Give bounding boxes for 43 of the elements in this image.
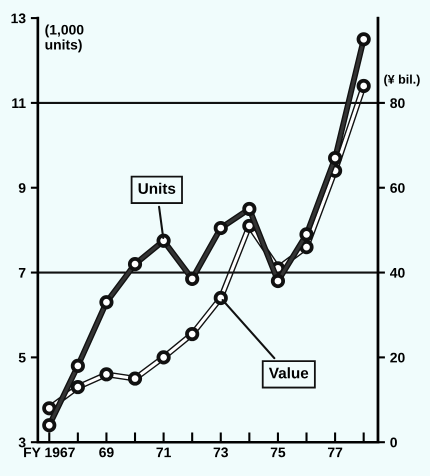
y2-axis-title: (¥ bil.) <box>384 74 420 86</box>
y2-tick-label: 80 <box>390 98 405 108</box>
text: Value <box>268 367 308 378</box>
x-tick-label: 75 <box>270 448 286 458</box>
x-tick-label: 73 <box>214 447 228 458</box>
point <box>299 240 314 254</box>
point <box>70 358 85 373</box>
point <box>356 32 371 46</box>
point <box>128 256 142 272</box>
point <box>356 78 371 94</box>
point <box>156 350 171 364</box>
x-tick-label: 77 <box>328 448 342 458</box>
y-axis-title: (1,000 units) <box>45 24 84 52</box>
point <box>156 234 171 248</box>
y-tick-label: 5 <box>18 352 26 363</box>
y2-tick-label: 20 <box>390 352 405 363</box>
x-tick-label: FY 1967 <box>24 447 75 458</box>
x-tick-label: 69 <box>99 447 114 458</box>
point <box>185 326 200 342</box>
point <box>185 272 200 286</box>
point <box>242 218 256 233</box>
y-tick-label: 3 <box>18 438 26 448</box>
y-tick-label: 11 <box>12 98 26 108</box>
y-tick-label: 9 <box>18 183 26 193</box>
point <box>99 367 114 382</box>
y-tick-label: 7 <box>18 268 26 278</box>
point <box>214 220 228 236</box>
point <box>70 380 85 394</box>
x-tick-label: 71 <box>156 448 171 458</box>
point <box>328 150 342 166</box>
point <box>214 290 228 306</box>
point <box>242 202 256 216</box>
point <box>99 295 114 310</box>
y-tick-label: 13 <box>11 13 26 24</box>
y2-tick-label: 0 <box>390 438 397 448</box>
text: Units <box>138 182 176 194</box>
point <box>128 372 142 386</box>
point <box>42 401 56 416</box>
point <box>42 418 56 432</box>
y2-tick-label: 40 <box>390 268 405 278</box>
y2-tick-label: 60 <box>390 183 405 193</box>
point <box>270 274 286 288</box>
point <box>299 227 314 242</box>
